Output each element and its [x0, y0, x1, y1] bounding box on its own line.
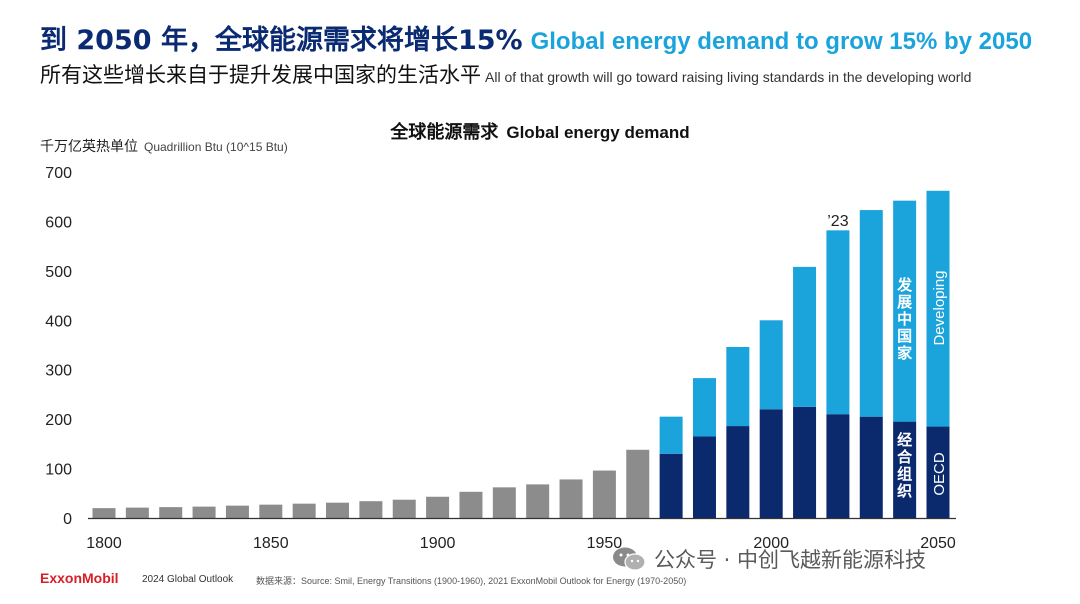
bar-historic-1800: [92, 508, 116, 518]
y-tick-label: 400: [45, 313, 72, 330]
bar-developing-2040: [893, 200, 917, 422]
bar-historic-1920: [492, 487, 516, 518]
bar-developing-2010: [793, 266, 817, 407]
bar-historic-1850: [259, 504, 283, 518]
subtitle-en: All of that growth will go toward raisin…: [485, 69, 972, 85]
bar-oecd-1990: [726, 426, 750, 518]
chart-title-en: Global energy demand: [506, 123, 690, 142]
y-tick-label: 200: [45, 412, 72, 429]
bar-developing-1980: [692, 378, 716, 437]
bar-developing-2050: [926, 190, 950, 427]
bar-oecd-2020: [826, 414, 850, 518]
chart-title-zh: 全球能源需求: [390, 122, 499, 143]
bar-oecd-2000: [759, 409, 783, 518]
bar-oecd-1970: [659, 453, 683, 518]
headline: 到 2050 年，全球能源需求将增长15% Global energy deman…: [40, 18, 1032, 57]
y-unit-label-en: Quadrillion Btu (10^15 Btu): [144, 140, 288, 154]
watermark-text: 公众号 · 中创飞越新能源科技: [654, 548, 927, 572]
bar-oecd-2030: [859, 416, 883, 518]
x-tick-label: 1800: [86, 535, 122, 552]
x-tick-label: 1850: [253, 535, 289, 552]
annotation-char: 组: [897, 465, 912, 483]
bar-historic-1820: [159, 507, 183, 518]
x-tick-label: 1900: [420, 535, 456, 552]
y-tick-label: 0: [63, 511, 72, 528]
watermark: 公众号 · 中创飞越新能源科技: [612, 544, 926, 574]
bar-historic-1950: [592, 470, 616, 518]
bars-layer: [92, 190, 950, 518]
annotation-developing-zh: 发展中国家: [896, 276, 913, 362]
bar-historic-1880: [359, 501, 383, 518]
bar-developing-2030: [859, 210, 883, 417]
annotation-char: 经: [897, 431, 912, 449]
bar-developing-2000: [759, 320, 783, 410]
y-unit-label-zh: 千万亿英热单位: [40, 139, 138, 155]
y-tick-label: 300: [45, 363, 72, 380]
bar-historic-1840: [225, 505, 249, 518]
axes-layer: 0 100 200 300 400 500 600 700 1800 1850 1900 1950 20…: [45, 165, 956, 552]
annotation-oecd-en: OECD: [931, 452, 948, 496]
bar-historic-1890: [392, 499, 416, 518]
chart-title: 全球能源需求 Global energy demand: [0, 118, 1080, 144]
annotation-char: 发: [896, 276, 913, 294]
bar-historic-1860: [292, 503, 316, 518]
bar-oecd-2050: [926, 426, 950, 518]
subtitle-zh: 所有这些增长来自于提升发展中国家的生活水平: [40, 63, 481, 87]
headline-en: Global energy demand to grow 15% by 2050: [530, 28, 1033, 55]
annotation-char: 合: [896, 448, 913, 466]
annotation-char: 家: [897, 344, 912, 362]
y-tick-label: 600: [45, 214, 72, 231]
subtitle: 所有这些增长来自于提升发展中国家的生活水平 All of that growth …: [40, 64, 1030, 88]
bar-historic-1900: [426, 496, 450, 518]
bar-historic-1810: [125, 507, 149, 518]
bar-oecd-2010: [793, 406, 817, 518]
bar-historic-1960: [626, 449, 650, 518]
headline-zh: 到 2050 年，全球能源需求将增长15%: [40, 25, 523, 56]
annotation-2023: ’23: [827, 213, 848, 230]
bar-oecd-1980: [692, 436, 716, 518]
bar-developing-2020: [826, 230, 850, 415]
exxonmobil-logo: ExxonMobil: [40, 570, 119, 586]
annotation-char: 国: [897, 327, 912, 345]
annotation-char: 展: [897, 293, 912, 311]
y-tick-label: 100: [45, 462, 72, 479]
bar-historic-1930: [526, 484, 550, 518]
bar-historic-1830: [192, 506, 216, 518]
bar-oecd-2040: [893, 421, 917, 518]
footer-outlook: 2024 Global Outlook: [142, 574, 234, 585]
bar-developing-1970: [659, 416, 683, 454]
annotation-char: 中: [897, 310, 912, 328]
x-tick-label: 1950: [587, 535, 623, 552]
bar-historic-1910: [459, 491, 483, 518]
y-unit-label: 千万亿英热单位 Quadrillion Btu (10^15 Btu): [40, 136, 288, 156]
y-tick-label: 500: [45, 264, 72, 281]
x-tick-label: 2000: [753, 535, 789, 552]
y-tick-label: 700: [45, 165, 72, 182]
bar-historic-1940: [559, 479, 583, 518]
bar-historic-1870: [326, 502, 350, 518]
x-tick-label: 2050: [920, 535, 956, 552]
annotation-developing-en: Developing: [931, 270, 948, 345]
annotation-char: 织: [897, 482, 912, 500]
bar-developing-1990: [726, 346, 750, 427]
footer-source: 数据来源：Source: Smil, Energy Transitions (1…: [256, 576, 687, 586]
wechat-icon: [613, 547, 646, 571]
